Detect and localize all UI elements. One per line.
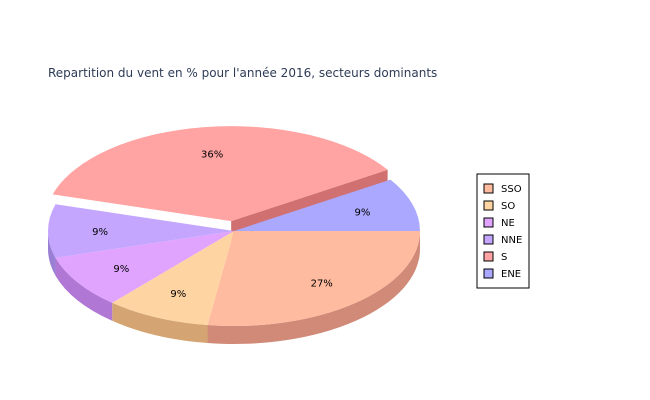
slice-side-sso <box>207 231 420 344</box>
slice-side-so <box>112 302 208 344</box>
legend-label-ene: ENE <box>501 269 521 280</box>
slice-so <box>112 231 234 326</box>
chart-title: Repartition du vent en % pour l'année 20… <box>48 66 437 80</box>
legend-swatch-s <box>483 251 494 262</box>
slice-nne <box>47 204 234 258</box>
slice-label-so: 9% <box>170 289 186 300</box>
legend-swatch-nne <box>483 234 494 245</box>
slice-s <box>52 126 388 222</box>
pie-labels: 27% 9% 9% 9% 36% 9% <box>92 149 370 300</box>
slice-label-s: 36% <box>201 149 223 160</box>
legend-swatch-so <box>483 200 494 211</box>
slice-label-nne: 9% <box>92 227 108 238</box>
pie-slices <box>47 126 420 326</box>
slice-side-ne <box>55 257 113 321</box>
legend-swatch-ene <box>483 268 494 279</box>
legend-label-so: SO <box>501 201 515 212</box>
slice-side-nne <box>48 231 56 276</box>
legend-label-ne: NE <box>501 218 515 229</box>
slice-label-ne: 9% <box>113 264 129 275</box>
legend-swatch-ne <box>483 217 494 228</box>
slice-label-sso: 27% <box>311 279 333 290</box>
slice-ne <box>55 231 235 303</box>
slice-sso <box>207 231 420 326</box>
legend-label-s: S <box>501 252 507 263</box>
slice-ene <box>234 179 420 231</box>
slice-label-ene: 9% <box>355 208 371 219</box>
legend: SSO SO NE NNE S ENE <box>476 173 530 289</box>
legend-label-nne: NNE <box>501 235 522 246</box>
legend-label-sso: SSO <box>501 184 522 195</box>
legend-swatch-sso <box>483 183 494 194</box>
